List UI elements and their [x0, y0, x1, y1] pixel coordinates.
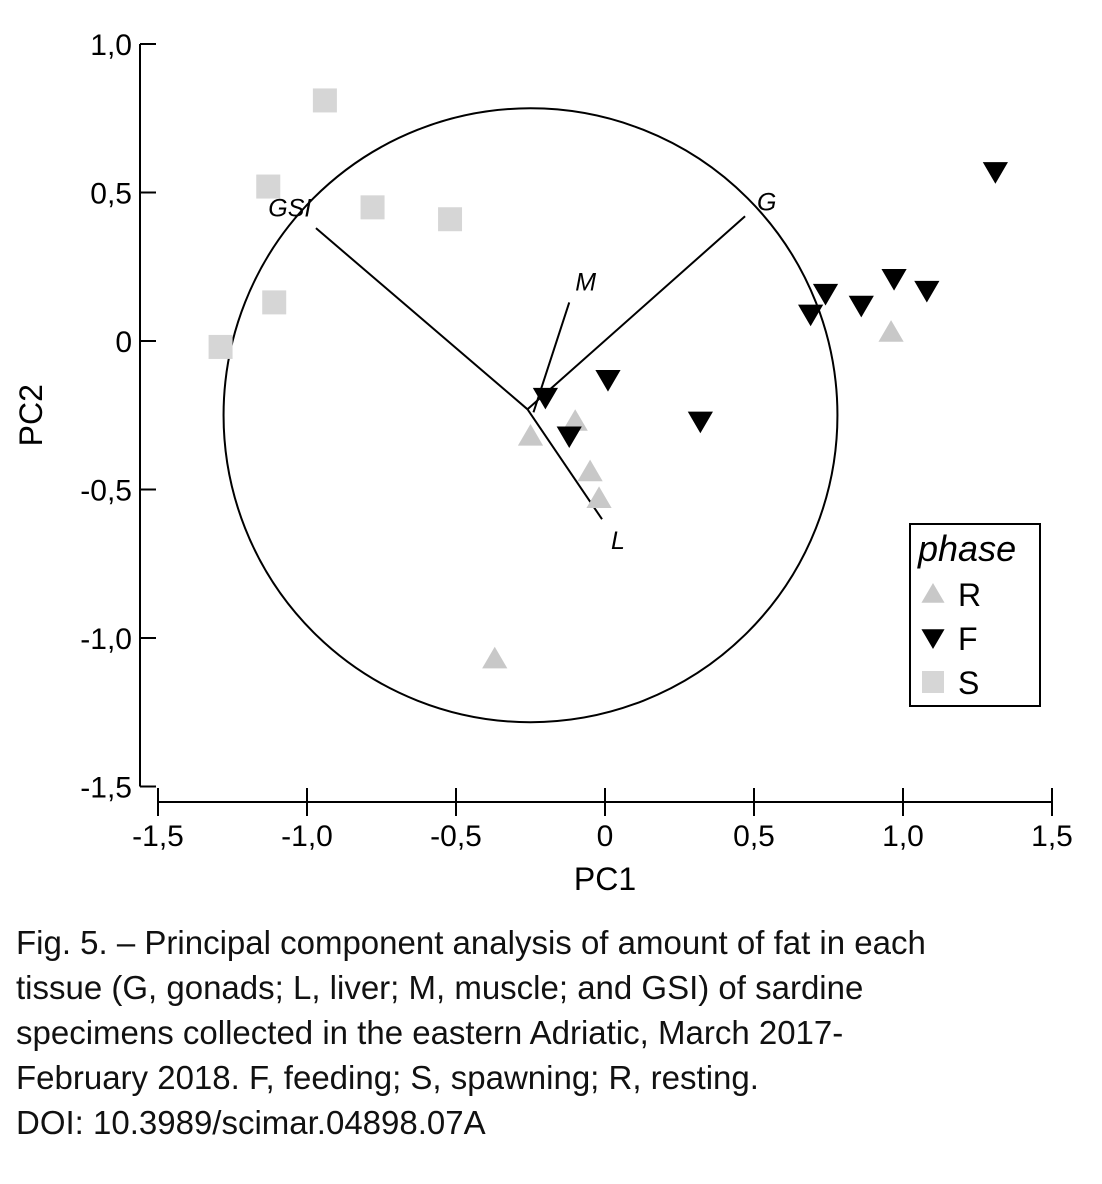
- vector-label-gsi: GSI: [268, 194, 311, 222]
- point-s: [360, 195, 385, 220]
- caption-line: February 2018. F, feeding; S, spawning; …: [16, 1059, 759, 1096]
- correlation-circle: [222, 107, 839, 724]
- y-tick-label: -1,5: [80, 772, 132, 805]
- point-f: [595, 370, 621, 392]
- loading-vector-g: [526, 215, 746, 411]
- caption-line: Fig. 5. – Principal component analysis o…: [16, 924, 926, 961]
- point-r: [586, 486, 612, 509]
- vector-label-g: G: [757, 188, 776, 216]
- loading-vector-gsi: [315, 227, 529, 411]
- legend-label-r: R: [958, 577, 981, 613]
- point-f: [848, 295, 874, 318]
- x-tick-label: 1,5: [1031, 820, 1073, 853]
- x-axis-title: PC1: [574, 861, 636, 897]
- point-f: [556, 426, 582, 449]
- vector-label-m: M: [575, 269, 596, 297]
- pca-scatter-chart: GSI G M L 1,0 0,5 0 -0,5 -1,0 -1,5-1,5 -1,0 -0,5 0 0…: [13, 29, 1073, 897]
- legend-label-f: F: [958, 621, 978, 657]
- legend-title: phase: [917, 528, 1016, 569]
- point-f: [982, 162, 1008, 184]
- point-f: [687, 411, 713, 434]
- y-axis-title: PC2: [13, 384, 49, 446]
- point-s: [312, 88, 337, 113]
- point-s: [262, 290, 287, 315]
- y-tick-label: 0: [115, 326, 132, 359]
- point-f: [798, 304, 824, 327]
- x-tick-label: -0,5: [430, 820, 482, 853]
- point-s: [208, 334, 233, 359]
- legend-marker-s: [922, 671, 944, 693]
- caption-line: DOI: 10.3989/scimar.04898.07A: [16, 1104, 486, 1141]
- point-r: [577, 459, 603, 482]
- x-tick-label: 0: [597, 820, 614, 853]
- point-r: [878, 320, 904, 342]
- point-r: [562, 409, 588, 431]
- figure-caption: Fig. 5. – Principal component analysis o…: [16, 920, 1096, 1145]
- x-tick-label: -1,5: [132, 820, 184, 853]
- y-tick-label: -0,5: [80, 475, 132, 508]
- point-f: [532, 387, 558, 410]
- point-f: [881, 269, 907, 291]
- legend-marker-f: [921, 629, 945, 649]
- x-tick-label: 0,5: [733, 820, 775, 853]
- point-f: [812, 283, 839, 306]
- vector-label-l: L: [611, 527, 625, 555]
- x-tick-label: 1,0: [882, 820, 924, 853]
- caption-line: tissue (G, gonads; L, liver; M, muscle; …: [16, 969, 864, 1006]
- y-tick-label: 1,0: [90, 29, 132, 62]
- point-s: [256, 174, 281, 199]
- x-tick-label: -1,0: [281, 820, 333, 853]
- point-r: [482, 646, 508, 669]
- loading-vector-l: [526, 408, 603, 520]
- y-tick-label: -1,0: [80, 623, 132, 656]
- y-tick-label: 0,5: [90, 178, 132, 211]
- caption-line: specimens collected in the eastern Adria…: [16, 1014, 844, 1051]
- point-r: [517, 424, 544, 446]
- legend-label-s: S: [958, 665, 979, 701]
- point-f: [914, 280, 940, 303]
- legend-marker-r: [921, 583, 945, 603]
- point-s: [438, 207, 463, 232]
